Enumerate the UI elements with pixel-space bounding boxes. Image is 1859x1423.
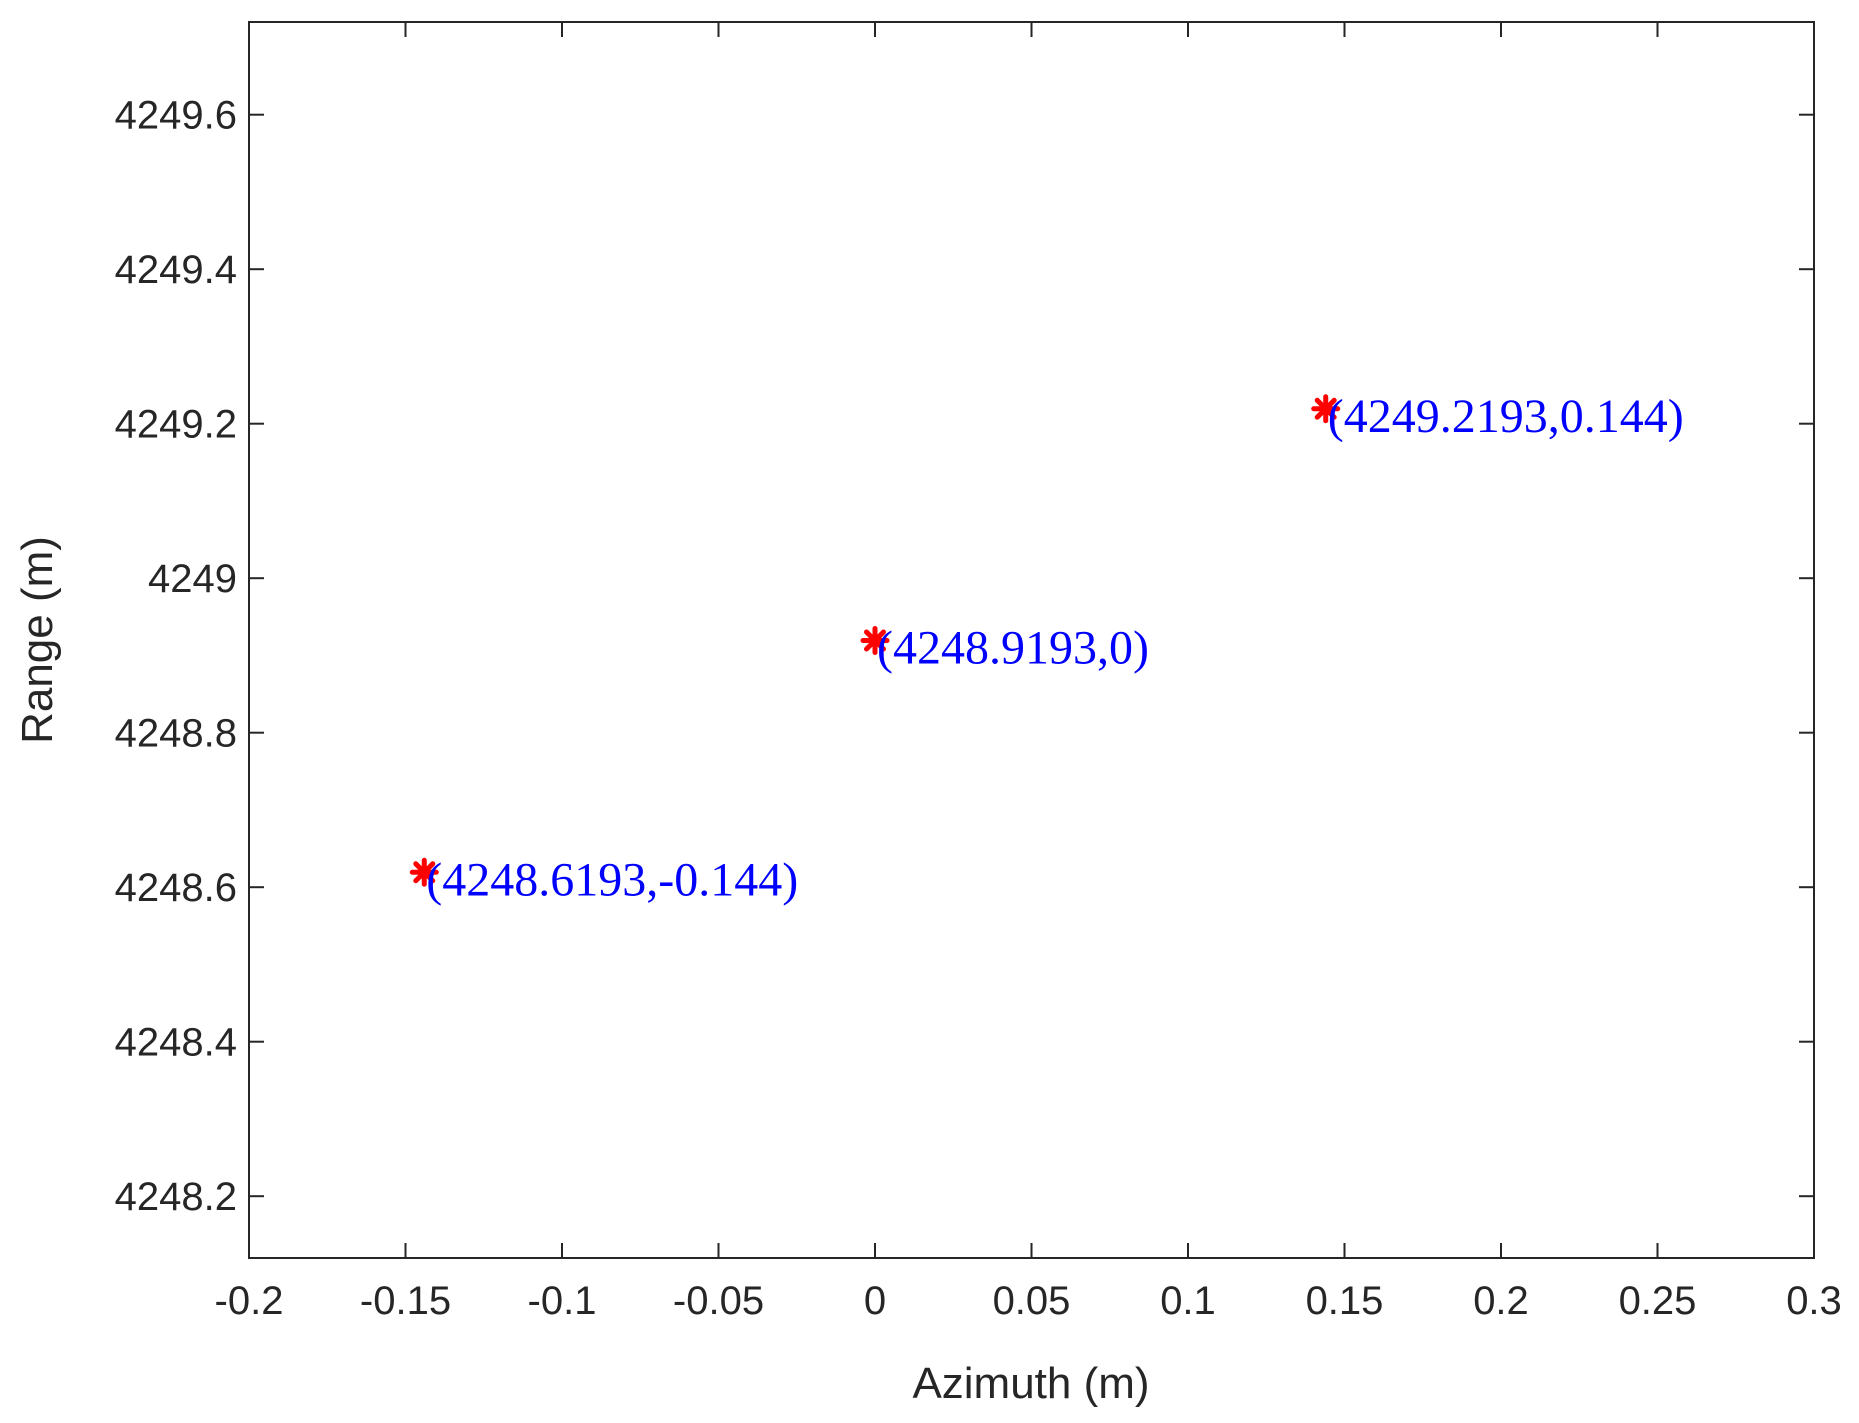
x-tick-label: 0.1 [1160,1279,1216,1323]
data-point-label: (4249.2193,0.144) [1328,390,1684,443]
x-tick-label: 0 [864,1279,886,1323]
data-point-marker [1311,394,1341,424]
x-axis-title: Azimuth (m) [912,1359,1149,1408]
x-tick-label: 0.3 [1786,1279,1842,1323]
data-point-marker [860,626,890,656]
x-tick-label: -0.05 [673,1279,764,1323]
data-point-label: (4248.9193,0) [877,622,1149,675]
y-tick-label: 4248.4 [115,1021,237,1065]
x-tick-label: 0.15 [1306,1279,1384,1323]
x-tick-label: -0.2 [215,1279,284,1323]
plot-area [248,21,1815,1259]
x-tick-label: -0.1 [528,1279,597,1323]
y-tick-label: 4248.8 [115,712,237,756]
y-tick-label: 4249.4 [115,248,237,292]
y-tick-label: 4248.2 [115,1175,237,1219]
y-tick-label: 4248.6 [115,866,237,910]
x-tick-label: 0.25 [1619,1279,1697,1323]
x-tick-label: 0.2 [1473,1279,1529,1323]
ticks-layer: -0.2 -0.15 -0.1 -0.05 0 0.05 0.1 0.15 0.2 0.25 0.3… [115,22,1842,1323]
x-tick-label: 0.05 [993,1279,1071,1323]
points-layer: (4248.6193,-0.144) (4248.9193,0) (4249.219… [409,390,1684,906]
y-tick-label: 4249 [148,557,237,601]
data-point-label: (4248.6193,-0.144) [426,853,798,906]
data-point-marker [409,857,439,887]
y-tick-label: 4249.6 [115,94,237,138]
y-axis-title: Range (m) [13,536,62,744]
y-tick-label: 4249.2 [115,403,237,447]
x-tick-label: -0.15 [360,1279,451,1323]
